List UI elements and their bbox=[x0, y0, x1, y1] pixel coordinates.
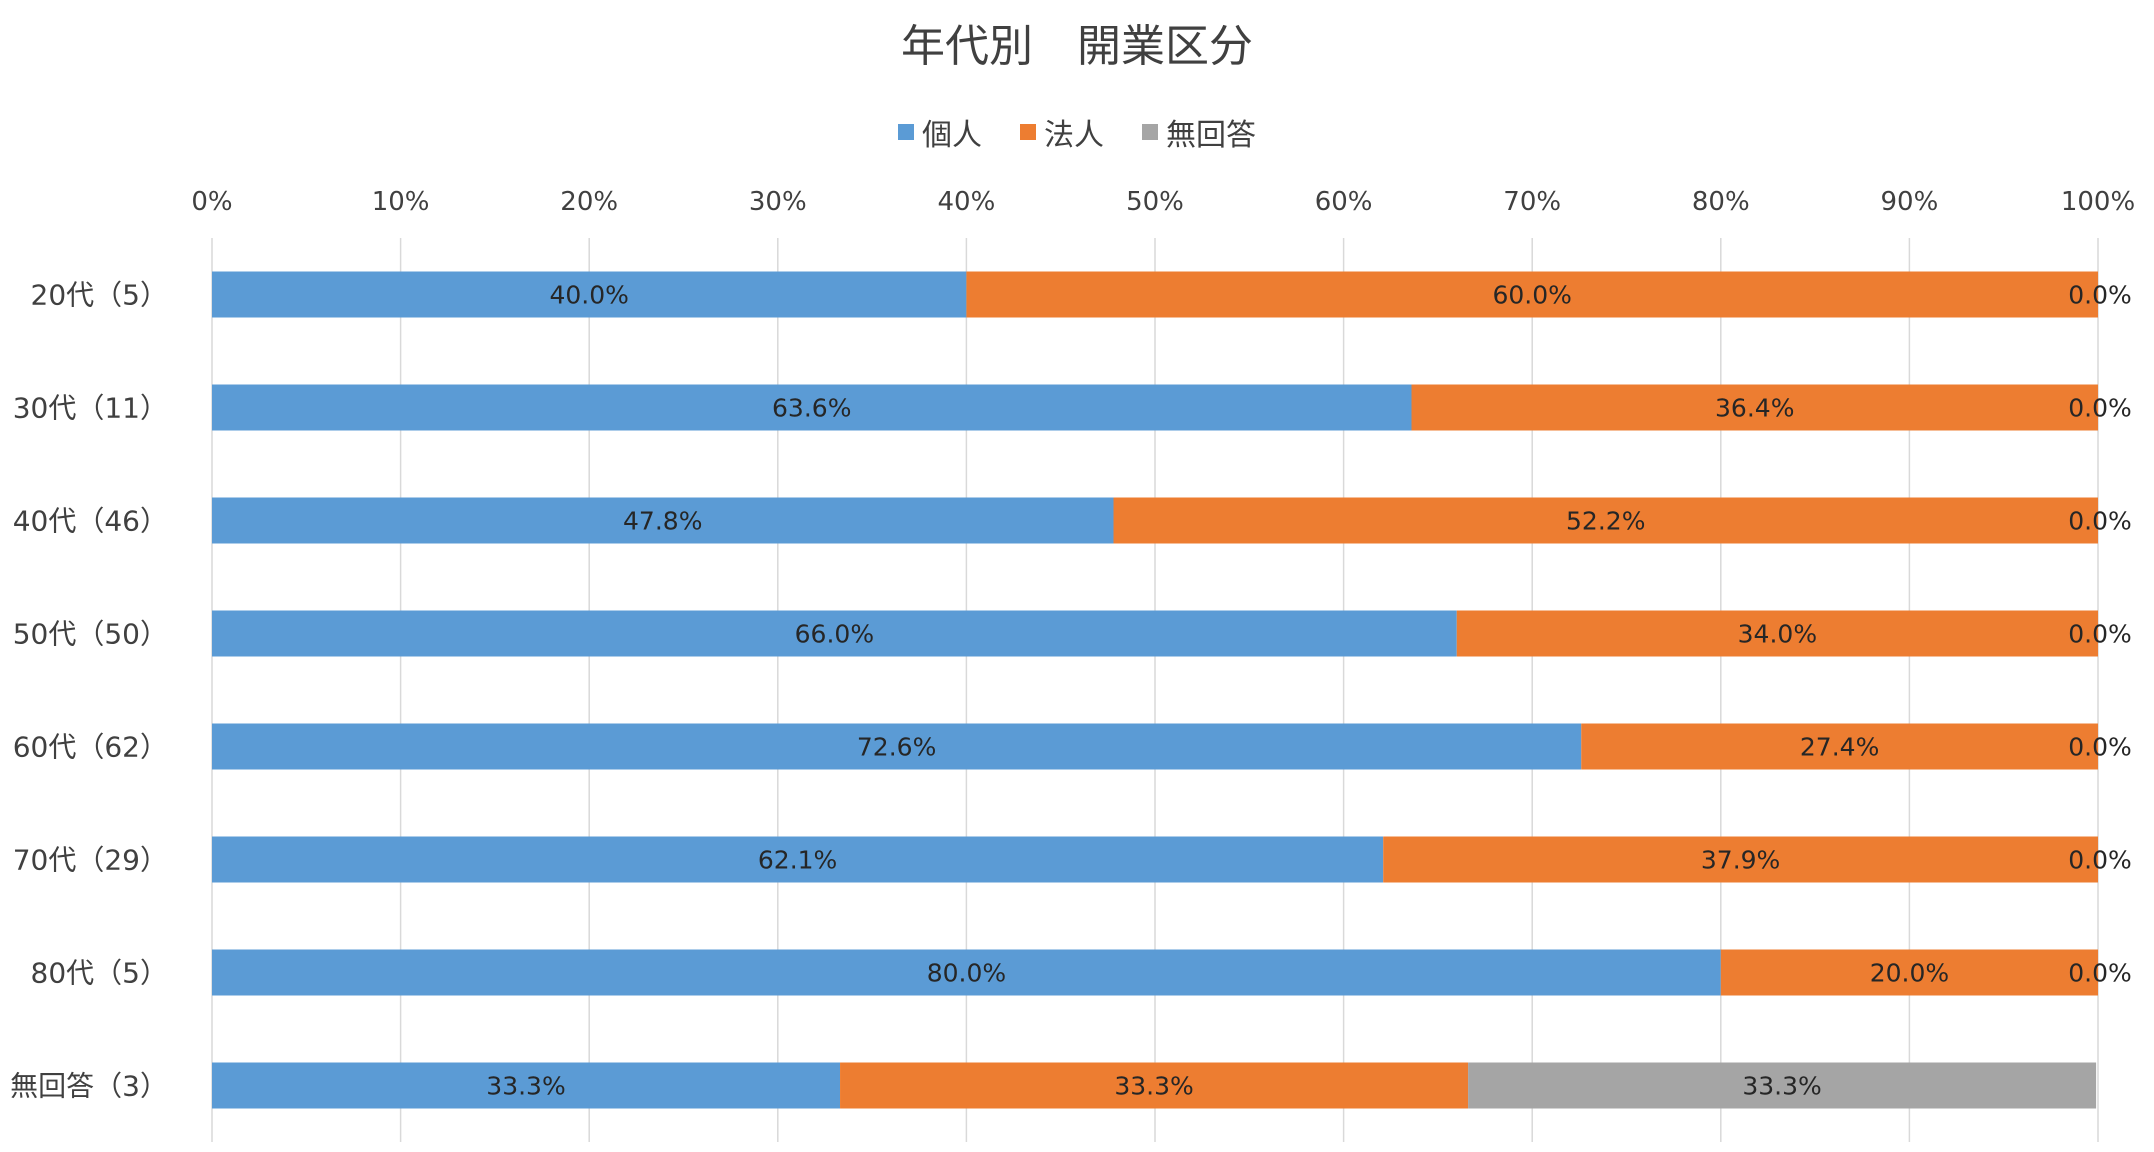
category-label-7: 無回答（3） bbox=[10, 1070, 168, 1103]
bar-1-1 bbox=[1411, 384, 2098, 431]
category-label-0: 20代（5） bbox=[31, 279, 168, 312]
legend-item-2: 無回答 bbox=[1142, 110, 1256, 154]
data-label-2-6: 0.0% bbox=[2068, 959, 2132, 988]
data-label-2-1: 0.0% bbox=[2068, 394, 2132, 423]
bar-0-5 bbox=[212, 836, 1384, 883]
data-label-2-3: 0.0% bbox=[2068, 620, 2132, 649]
legend-item-1: 法人 bbox=[1020, 110, 1104, 154]
x-tick-label-6: 60% bbox=[1315, 187, 1373, 217]
legend-label-0: 個人 bbox=[922, 118, 982, 153]
data-label-0-3: 66.0% bbox=[795, 620, 874, 649]
data-label-1-7: 33.3% bbox=[1114, 1072, 1193, 1101]
x-tick-label-8: 80% bbox=[1692, 187, 1750, 217]
data-label-2-4: 0.0% bbox=[2068, 733, 2132, 762]
data-label-2-2: 0.0% bbox=[2068, 507, 2132, 536]
data-label-2-0: 0.0% bbox=[2068, 281, 2132, 310]
chart-title: 年代別 開業区分 bbox=[901, 21, 1253, 72]
x-tick-label-7: 70% bbox=[1503, 187, 1561, 217]
bar-0-7 bbox=[212, 1062, 841, 1109]
x-tick-label-4: 40% bbox=[938, 187, 996, 217]
legend-swatch-1 bbox=[1020, 124, 1036, 140]
x-tick-label-0: 0% bbox=[191, 187, 232, 217]
x-tick-label-2: 20% bbox=[560, 187, 618, 217]
category-label-2: 40代（46） bbox=[13, 505, 168, 538]
x-tick-label-3: 30% bbox=[749, 187, 807, 217]
data-label-0-5: 62.1% bbox=[758, 846, 837, 875]
bar-0-2 bbox=[212, 497, 1114, 544]
data-label-1-3: 34.0% bbox=[1738, 620, 1817, 649]
data-label-1-5: 37.9% bbox=[1701, 846, 1780, 875]
data-label-0-7: 33.3% bbox=[486, 1072, 565, 1101]
bar-1-2 bbox=[1113, 497, 2098, 544]
bar-2-7 bbox=[1468, 1062, 2097, 1109]
data-label-0-4: 72.6% bbox=[857, 733, 936, 762]
data-label-1-0: 60.0% bbox=[1492, 281, 1571, 310]
data-label-0-1: 63.6% bbox=[772, 394, 851, 423]
category-label-1: 30代（11） bbox=[13, 392, 168, 425]
legend-swatch-2 bbox=[1142, 124, 1158, 140]
data-label-0-6: 80.0% bbox=[927, 959, 1006, 988]
x-tick-label-5: 50% bbox=[1126, 187, 1184, 217]
bar-1-4 bbox=[1581, 723, 2098, 770]
legend-item-0: 個人 bbox=[898, 110, 982, 154]
legend: 個人 法人 無回答 bbox=[0, 110, 2154, 154]
category-label-4: 60代（62） bbox=[13, 731, 168, 764]
data-label-1-4: 27.4% bbox=[1800, 733, 1879, 762]
legend-swatch-0 bbox=[898, 124, 914, 140]
legend-label-2: 無回答 bbox=[1166, 118, 1256, 153]
bar-0-3 bbox=[212, 610, 1457, 657]
data-label-1-1: 36.4% bbox=[1715, 394, 1794, 423]
bar-0-0 bbox=[212, 271, 967, 318]
bar-1-5 bbox=[1383, 836, 2098, 883]
x-tick-label-9: 90% bbox=[1881, 187, 1939, 217]
x-tick-label-1: 10% bbox=[372, 187, 430, 217]
data-label-2-7: 33.3% bbox=[1742, 1072, 1821, 1101]
bar-0-4 bbox=[212, 723, 1582, 770]
category-label-6: 80代（5） bbox=[31, 957, 168, 990]
category-label-5: 70代（29） bbox=[13, 844, 168, 877]
category-label-3: 50代（50） bbox=[13, 618, 168, 651]
data-label-0-2: 47.8% bbox=[623, 507, 702, 536]
bar-0-6 bbox=[212, 949, 1721, 996]
data-label-1-2: 52.2% bbox=[1566, 507, 1645, 536]
data-label-2-5: 0.0% bbox=[2068, 846, 2132, 875]
legend-label-1: 法人 bbox=[1044, 118, 1104, 153]
data-label-1-6: 20.0% bbox=[1870, 959, 1949, 988]
bar-1-7 bbox=[840, 1062, 1469, 1109]
bar-0-1 bbox=[212, 384, 1412, 431]
data-label-0-0: 40.0% bbox=[549, 281, 628, 310]
x-tick-label-10: 100% bbox=[2061, 187, 2135, 217]
bar-1-0 bbox=[966, 271, 2098, 318]
bar-1-6 bbox=[1720, 949, 2098, 996]
bar-1-3 bbox=[1456, 610, 2098, 657]
